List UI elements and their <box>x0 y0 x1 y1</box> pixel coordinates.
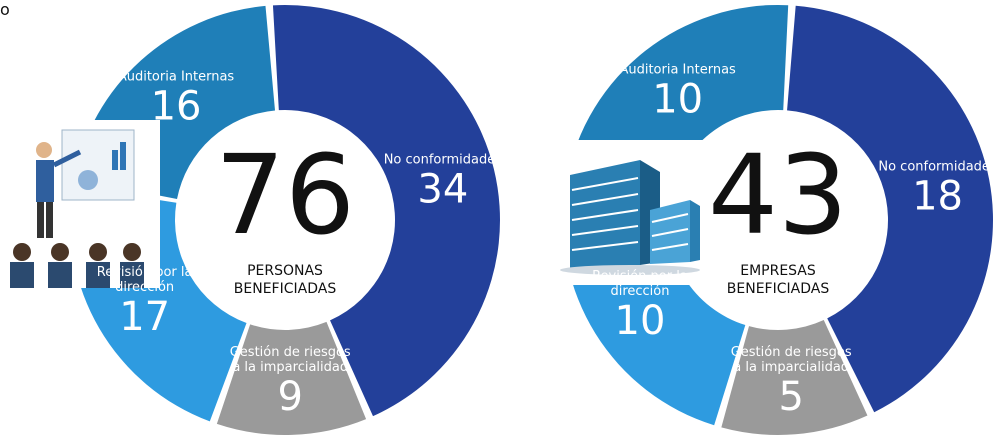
segment-label: Gestión de riesgos a la imparcialidad 5 <box>726 345 856 419</box>
segment-name: No conformidades <box>383 152 503 168</box>
segment-name: Revisión por la dirección <box>96 264 193 295</box>
segment-name: Gestión de riesgos a la imparcialidad <box>730 344 852 375</box>
donut-segment <box>216 321 367 436</box>
segment-value: 18 <box>912 173 963 220</box>
segment-name: Gestión de riesgos a la imparcialidad <box>229 345 351 376</box>
segment-value: 10 <box>652 76 704 123</box>
buildings-illustration <box>555 140 715 285</box>
segment-name: Auditoria Internas <box>619 62 736 78</box>
segment-label: No conformidades 18 <box>873 160 995 219</box>
segment-name: Revisión por la dirección <box>592 268 688 299</box>
segment-label: Auditoria Internas 10 <box>613 63 743 122</box>
segment-value: 10 <box>614 297 666 344</box>
segment-value: 5 <box>778 373 804 420</box>
presenter-illustration <box>0 120 160 288</box>
center-label: PERSONAS BENEFICIADAS <box>233 263 337 297</box>
segment-label: Revisión por la dirección 17 <box>80 265 210 339</box>
segment-value: 9 <box>277 374 303 421</box>
segment-value: 17 <box>119 293 171 340</box>
donut-segment <box>272 5 501 417</box>
segment-label: No conformidades 34 <box>378 152 508 211</box>
segment-value: 16 <box>150 83 202 130</box>
segment-label: Revisión por la dirección 10 <box>575 269 705 343</box>
center-total: 76 <box>215 131 355 259</box>
segment-name: No conformidades <box>878 159 995 175</box>
segment-name: Auditoria Internas <box>117 69 235 85</box>
segment-label: Gestión de riesgos a la imparcialidad 9 <box>225 345 355 419</box>
donut-segment <box>721 320 868 435</box>
donut-segment <box>787 5 994 413</box>
text-fragment: o <box>0 0 10 19</box>
center-total: 43 <box>708 131 848 259</box>
segment-value: 34 <box>417 166 469 213</box>
segment-label: Auditoria Internas 16 <box>111 70 241 129</box>
center-label: EMPRESAS BENEFICIADAS <box>726 263 830 297</box>
